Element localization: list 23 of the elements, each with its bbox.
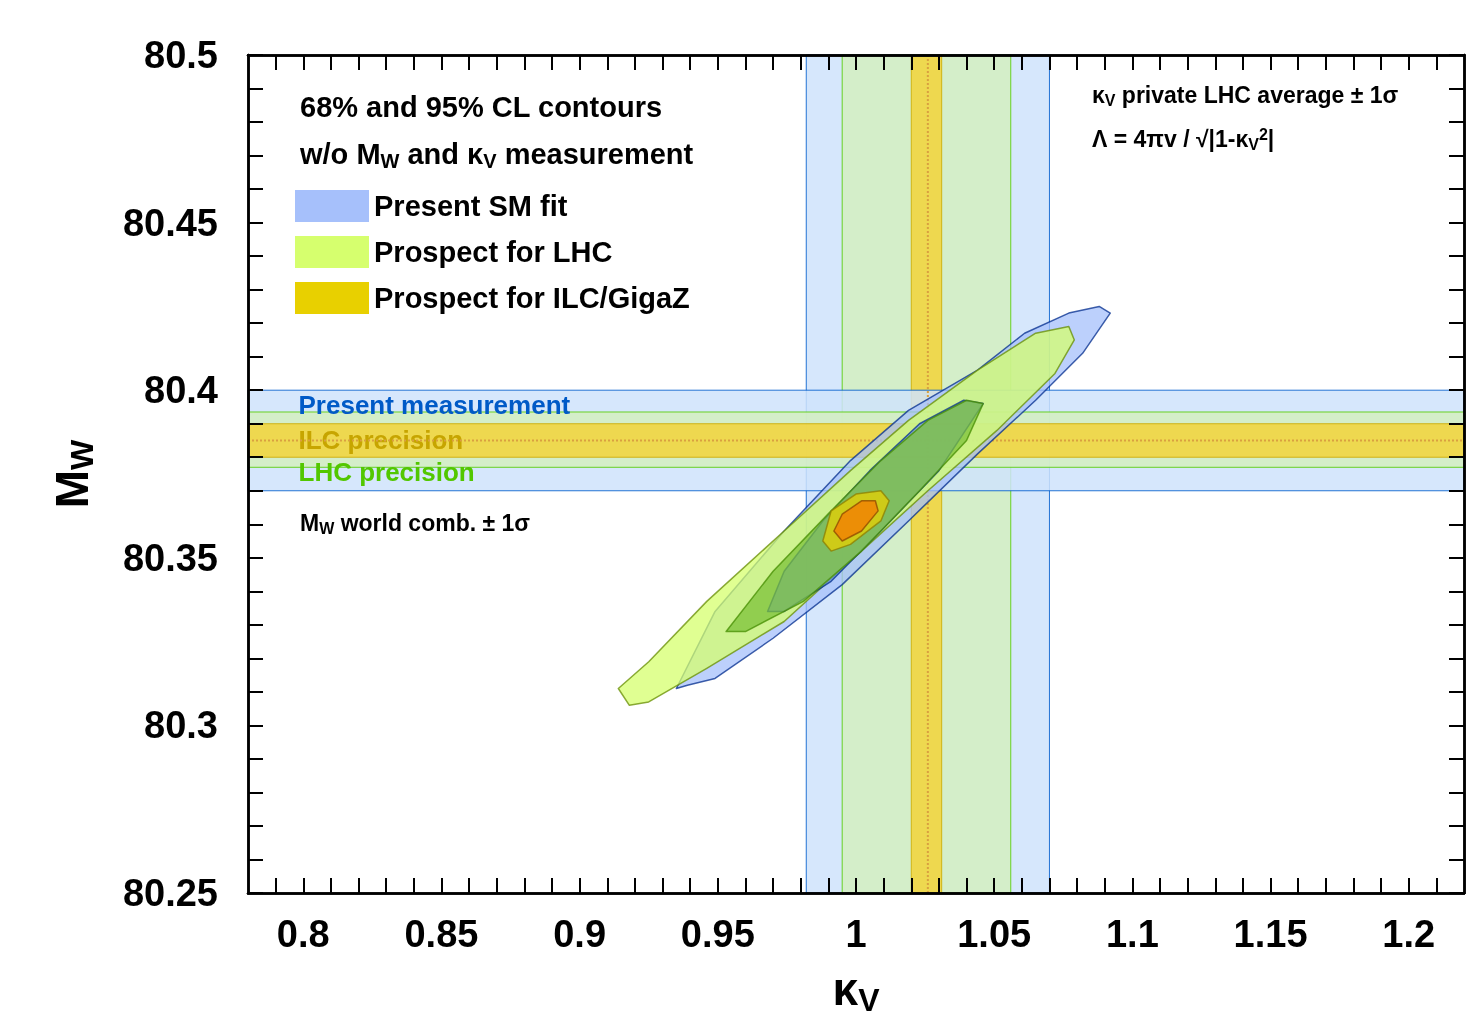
y-tick-label: 80.3 (144, 704, 218, 747)
y-tick-label: 80.5 (144, 34, 218, 76)
legend-label: Present SM fit (374, 190, 568, 222)
x-tick-label: 1.2 (1382, 913, 1436, 955)
legend-label: Prospect for ILC/GigaZ (374, 282, 690, 314)
x-tick-label: 1.1 (1105, 913, 1159, 955)
x-tick-label: 1 (845, 913, 867, 955)
legend-label: Prospect for LHC (374, 236, 613, 268)
annotation: κV private LHC average ± 1σ (1092, 82, 1399, 110)
x-tick-label: 1.15 (1233, 913, 1308, 955)
band-label: Present measurement (298, 389, 571, 420)
y-tick-label: 80.45 (122, 201, 218, 244)
x-tick-label: 0.9 (553, 913, 607, 955)
y-tick-label: 80.35 (122, 536, 218, 579)
x-tick-label: 1.05 (957, 913, 1032, 955)
y-tick-label: 80.25 (122, 872, 218, 914)
annotation: MW world comb. ± 1σ (300, 510, 531, 538)
x-tick-label: 0.95 (680, 913, 755, 955)
x-tick-label: 0.8 (276, 913, 330, 955)
x-tick-label: 0.85 (404, 913, 479, 955)
y-tick-label: 80.4 (144, 369, 218, 412)
band-label: ILC precision (298, 425, 464, 456)
y-axis-title: MW (45, 438, 100, 509)
